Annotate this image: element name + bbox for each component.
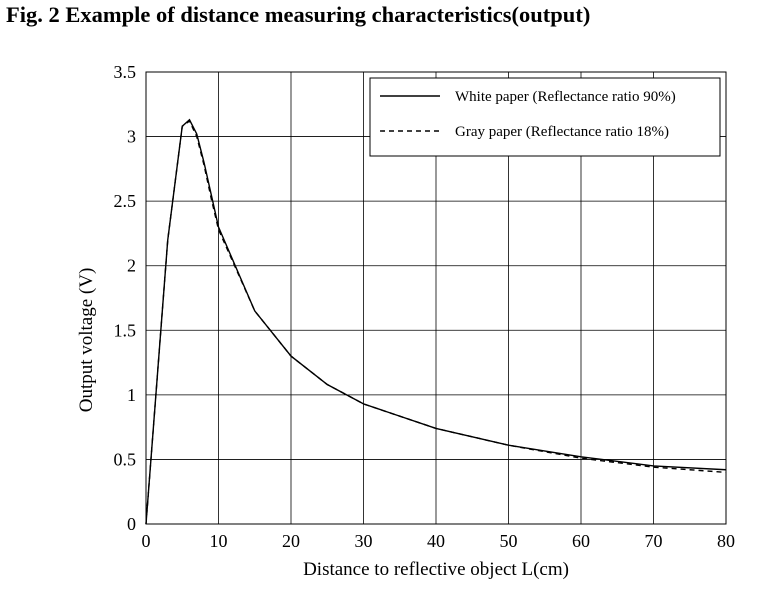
legend-label-gray-paper: Gray paper (Reflectance ratio 18%)	[455, 124, 669, 140]
x-tick-label: 40	[427, 531, 445, 551]
x-tick-label: 80	[717, 531, 735, 551]
y-tick-label: 0.5	[114, 449, 137, 469]
y-tick-label: 2	[127, 256, 136, 276]
x-tick-label: 10	[210, 531, 228, 551]
y-tick-label: 3.5	[114, 62, 137, 82]
x-axis-label: Distance to reflective object L(cm)	[303, 559, 569, 580]
series-line-gray-paper	[145, 120, 727, 525]
x-tick-label: 50	[500, 531, 518, 551]
x-tick-label: 70	[645, 531, 663, 551]
y-tick-label: 1.5	[114, 320, 137, 340]
tick-labels: 0 10 20 30 40 50 60 70 80 0 0.5 1 1.5 2 2.5 3 3.5	[114, 62, 736, 551]
series-lines	[145, 118, 727, 525]
legend-label-white-paper: White paper (Reflectance ratio 90%)	[455, 89, 676, 105]
y-tick-label: 2.5	[114, 191, 137, 211]
legend-box	[369, 77, 721, 157]
y-tick-label: 3	[127, 127, 136, 147]
y-tick-label: 0	[127, 514, 136, 534]
y-axis-label: Output voltage (V)	[76, 268, 97, 413]
legend: White paper (Reflectance ratio 90%) Gray…	[369, 77, 721, 157]
x-tick-label: 20	[282, 531, 300, 551]
x-tick-label: 30	[355, 531, 373, 551]
x-tick-label: 60	[572, 531, 590, 551]
plot-frame	[145, 71, 727, 525]
y-tick-label: 1	[127, 385, 136, 405]
x-tick-label: 0	[142, 531, 151, 551]
figure-title: Fig. 2 Example of distance measuring cha…	[6, 2, 591, 27]
